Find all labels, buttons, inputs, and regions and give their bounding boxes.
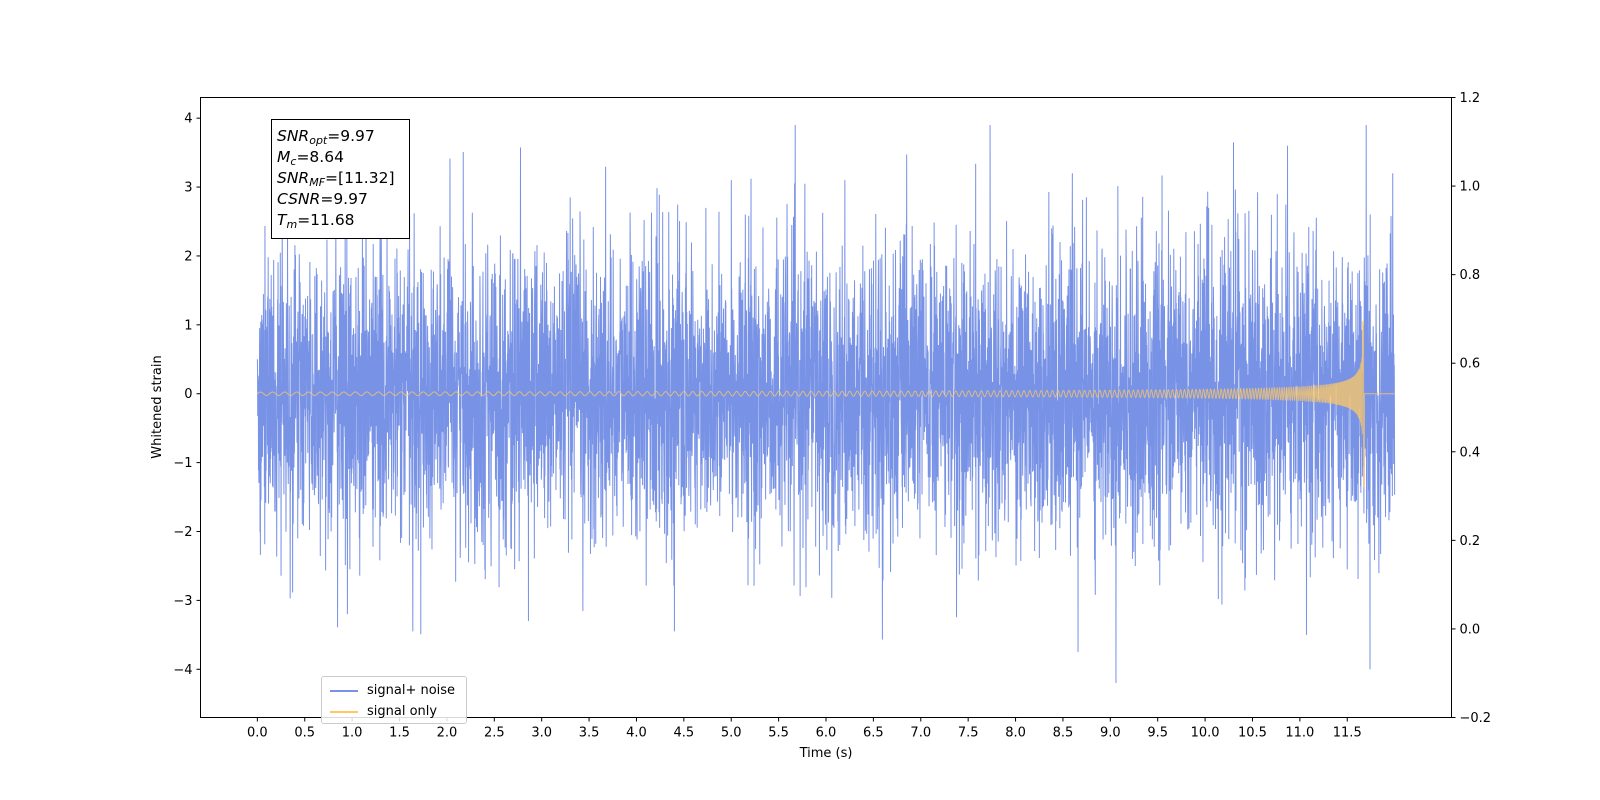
x-tick-label: 11.5 (1333, 726, 1362, 741)
y-tick-label: −1 (173, 456, 192, 471)
y-tick-label: −2 (173, 525, 192, 540)
y-tick-label: −3 (173, 594, 192, 609)
y2-tick-label: 0.4 (1460, 445, 1481, 460)
x-tick-label: 0.0 (247, 726, 268, 741)
y-tick-label: 1 (184, 318, 192, 333)
x-tick-label: 9.5 (1147, 726, 1168, 741)
y-tick-label: 4 (184, 112, 192, 127)
y2-tick-label: 0.8 (1460, 268, 1481, 283)
plot-area (256, 125, 1396, 684)
x-tick-label: 5.0 (721, 726, 742, 741)
stat-chirp-mass: Mc=8.64 (277, 148, 344, 168)
x-tick-label: 3.5 (579, 726, 600, 741)
legend-swatch (330, 689, 358, 692)
legend-label: signal+ noise (367, 683, 456, 698)
x-tick-label: 1.5 (389, 726, 410, 741)
legend-swatch (330, 710, 358, 713)
y2-tick-label: 0.0 (1460, 622, 1481, 637)
x-tick-label: 4.0 (626, 726, 647, 741)
y-tick-label: 0 (184, 387, 192, 402)
legend-label: signal only (367, 704, 438, 719)
y-axis-ticks: 4 3 2 1 0 −1 −2 −3 −4 (173, 112, 201, 678)
stats-box: SNRopt=9.97 Mc=8.64 SNRMF=[11.32] CSNR=9… (271, 119, 410, 239)
x-tick-label: 0.5 (294, 726, 315, 741)
y2-tick-label: −0.2 (1460, 711, 1492, 726)
x-tick-label: 8.5 (1053, 726, 1074, 741)
x-tick-label: 6.5 (863, 726, 884, 741)
y-tick-label: 3 (184, 181, 192, 196)
x-tick-label: 1.0 (342, 726, 363, 741)
y2-tick-label: 1.0 (1460, 180, 1481, 195)
legend-item-signal-noise: signal+ noise (330, 680, 466, 701)
x-tick-label: 6.0 (816, 726, 837, 741)
x-tick-label: 2.0 (437, 726, 458, 741)
y-tick-label: −4 (173, 663, 192, 678)
x-tick-label: 10.0 (1191, 726, 1220, 741)
stat-merger-time: Tm=11.68 (277, 211, 355, 231)
y2-tick-label: 0.6 (1460, 357, 1481, 372)
legend-item-signal-only: signal only (330, 701, 466, 722)
x-tick-label: 11.0 (1285, 726, 1314, 741)
x-tick-label: 9.0 (1100, 726, 1121, 741)
x-tick-label: 10.5 (1238, 726, 1267, 741)
x-tick-label: 7.0 (910, 726, 931, 741)
x-axis-ticks: 0.0 0.5 1.0 1.5 2.0 2.5 3.0 3.5 4.0 4.5 5.0 5.5 6.0 6… (247, 717, 1362, 741)
y-axis-label: Whitened strain (150, 355, 165, 458)
x-tick-label: 2.5 (484, 726, 505, 741)
x-tick-label: 7.5 (958, 726, 979, 741)
signal-only-series (257, 320, 1395, 488)
y-tick-label: 2 (184, 249, 192, 264)
signal-noise-series (256, 125, 1396, 684)
x-tick-label: 4.5 (673, 726, 694, 741)
stat-snr-opt: SNRopt=9.97 (277, 127, 375, 147)
x-tick-label: 5.5 (768, 726, 789, 741)
x-tick-label: 3.0 (531, 726, 552, 741)
stat-csnr: CSNR=9.97 (277, 190, 368, 208)
x-tick-label: 8.0 (1005, 726, 1026, 741)
y2-tick-label: 1.2 (1460, 91, 1481, 106)
x-axis-label: Time (s) (799, 746, 853, 761)
y2-tick-label: 0.2 (1460, 534, 1481, 549)
stat-snr-mf: SNRMF=[11.32] (277, 169, 395, 189)
legend: signal+ noise signal only (321, 676, 467, 724)
y2-axis-ticks: 1.2 1.0 0.8 0.6 0.4 0.2 0.0 −0.2 (1451, 91, 1492, 726)
